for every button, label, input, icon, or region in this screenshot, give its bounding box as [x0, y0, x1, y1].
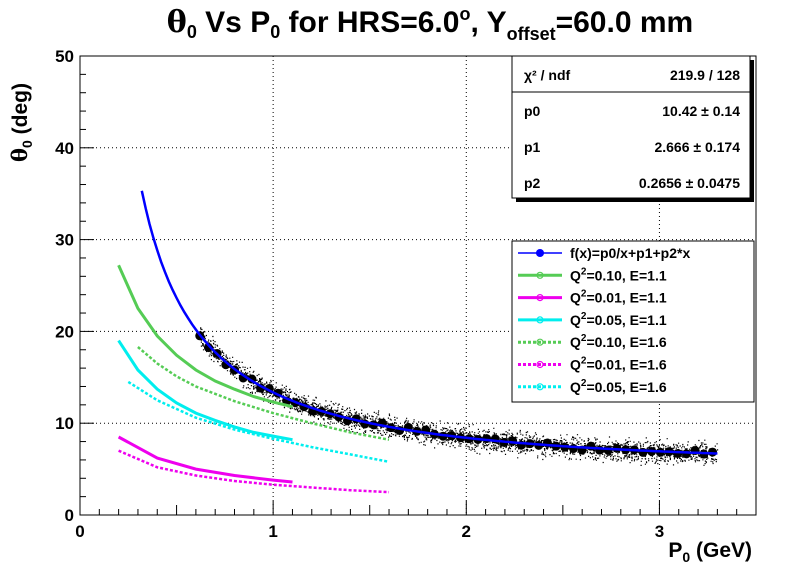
fit-line [140, 190, 718, 455]
legend-marker-3 [536, 316, 544, 324]
x-tick-label: 0 [75, 522, 84, 541]
profile-point [681, 449, 691, 459]
stats-label-chi2: χ² / ndf [524, 67, 570, 83]
legend-label-3: Q2=0.05, E=1.1 [570, 311, 667, 328]
stats-value-p1: 2.666 ± 0.174 [654, 139, 740, 155]
legend-marker-0 [536, 249, 544, 257]
y-tick-label: 30 [55, 231, 74, 250]
legend-label-0: f(x)=p0/x+p1+p2*x [570, 245, 690, 261]
legend-marker-5 [536, 360, 544, 369]
legend-marker-1 [536, 271, 544, 279]
stats-box: χ² / ndf 219.9 / 128 p0 10.42 ± 0.14 p1 … [511, 55, 754, 202]
y-tick-label: 20 [55, 322, 74, 341]
profile-point [568, 444, 578, 454]
fit-curve [140, 190, 718, 455]
profile-point [603, 445, 613, 455]
series-curve-3 [137, 346, 390, 441]
profile-point [203, 343, 213, 353]
legend-label-6: Q2=0.05, E=1.6 [570, 378, 667, 395]
profile-point [673, 448, 683, 458]
plot-frame [79, 55, 757, 516]
y-tick-label: 40 [55, 139, 74, 158]
legend-label-1: Q2=0.10, E=1.1 [570, 266, 667, 283]
legend-label-4: Q2=0.10, E=1.6 [570, 333, 667, 350]
y-tick-label: 50 [55, 47, 74, 66]
series-curve-5 [127, 380, 390, 464]
stats-value-chi2: 219.9 / 128 [670, 67, 740, 83]
stats-label-p2: p2 [524, 175, 541, 191]
legend-marker-6 [536, 383, 544, 391]
stats-value-p2: 0.2656 ± 0.0475 [639, 175, 740, 191]
series-curve-1 [117, 435, 293, 484]
series-curve-0 [117, 264, 293, 409]
axes-frame [79, 55, 757, 516]
x-tick-label: 3 [655, 522, 664, 541]
chart-title: θ0 Vs P0 for HRS=6.0o, Yoffset=60.0 mm [167, 4, 693, 44]
stats-value-p0: 10.42 ± 0.14 [662, 103, 740, 119]
y-tick-label: 10 [55, 414, 74, 433]
stats-label-p0: p0 [524, 103, 541, 119]
legend: f(x)=p0/x+p1+p2*x Q2=0.10, E=1.1 Q2=0.01, … [511, 240, 755, 403]
legend-label-2: Q2=0.01, E=1.1 [570, 289, 667, 306]
legend-label-5: Q2=0.01, E=1.6 [570, 356, 667, 373]
x-tick-label: 2 [462, 522, 471, 541]
stats-label-p1: p1 [524, 139, 541, 155]
legend-marker-4 [536, 338, 544, 346]
x-tick-label: 1 [268, 522, 277, 541]
series-curve-2 [117, 339, 293, 442]
series-curve-4 [118, 449, 390, 494]
legend-marker-2 [536, 294, 544, 302]
y-tick-label: 0 [65, 506, 74, 525]
x-axis-label: P0 (GeV) [668, 539, 752, 565]
y-axis-label: θ0 (deg) [7, 83, 35, 162]
series-curves [117, 264, 390, 494]
